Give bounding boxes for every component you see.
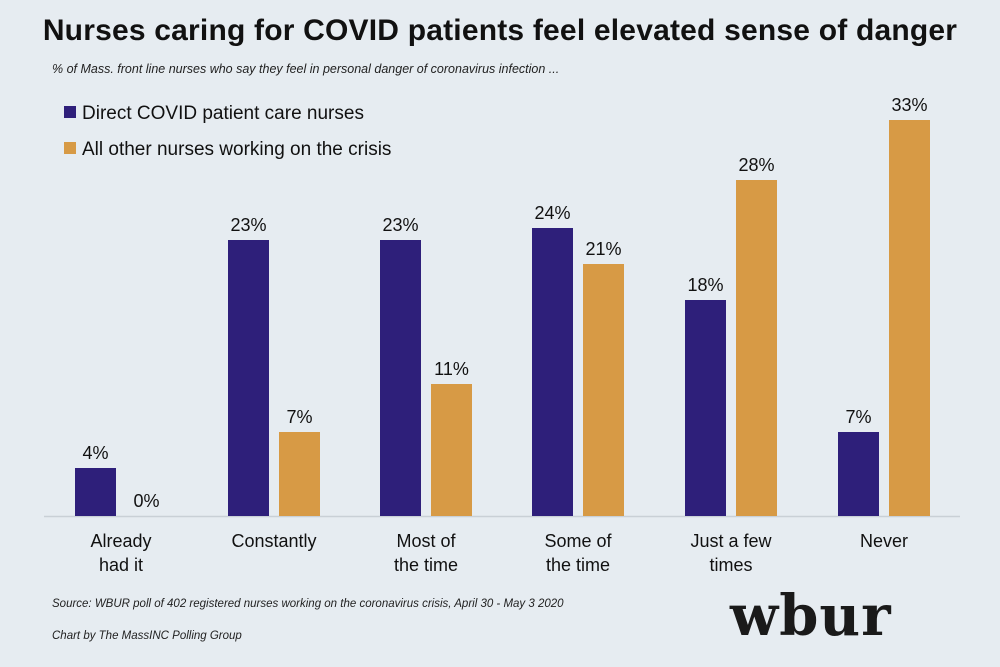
wbur-logo: wbur	[730, 583, 892, 649]
chart-title: Nurses caring for COVID patients feel el…	[42, 14, 958, 47]
legend-swatch-0	[64, 106, 76, 118]
category-label: times	[709, 555, 752, 575]
data-label: 24%	[534, 203, 570, 223]
data-label: 23%	[382, 215, 418, 235]
chart-subtitle: % of Mass. front line nurses who say the…	[52, 62, 560, 76]
data-label: 0%	[133, 491, 159, 511]
data-label: 28%	[738, 155, 774, 175]
bar-other-nurses-2	[431, 384, 472, 516]
data-label: 4%	[82, 443, 108, 463]
bar-other-nurses-5	[889, 120, 930, 516]
category-label: Never	[860, 531, 908, 551]
data-label: 33%	[891, 95, 927, 115]
category-label: Just a few	[690, 531, 772, 551]
bar-direct-care-1	[228, 240, 269, 516]
source-note: Source: WBUR poll of 402 registered nurs…	[52, 598, 564, 610]
chart-credit: Chart by The MassINC Polling Group	[52, 630, 242, 642]
bar-other-nurses-1	[279, 432, 320, 516]
bar-direct-care-3	[532, 228, 573, 516]
bar-other-nurses-3	[583, 264, 624, 516]
category-label: Some of	[544, 531, 612, 551]
data-label: 7%	[286, 407, 312, 427]
bar-other-nurses-4	[736, 180, 777, 516]
category-label: Already	[90, 531, 151, 551]
category-label: Most of	[396, 531, 456, 551]
legend-label-1: All other nurses working on the crisis	[82, 139, 391, 160]
data-label: 11%	[434, 359, 469, 379]
category-label: Constantly	[231, 531, 316, 551]
data-label: 23%	[230, 215, 266, 235]
category-label: the time	[394, 555, 458, 575]
bar-direct-care-2	[380, 240, 421, 516]
data-label: 18%	[687, 275, 723, 295]
legend-label-0: Direct COVID patient care nurses	[82, 103, 364, 124]
bar-direct-care-5	[838, 432, 879, 516]
bar-direct-care-0	[75, 468, 116, 516]
data-label: 7%	[845, 407, 871, 427]
legend-swatch-1	[64, 142, 76, 154]
bar-direct-care-4	[685, 300, 726, 516]
category-label: had it	[99, 555, 143, 575]
data-label: 21%	[585, 239, 621, 259]
category-label: the time	[546, 555, 610, 575]
